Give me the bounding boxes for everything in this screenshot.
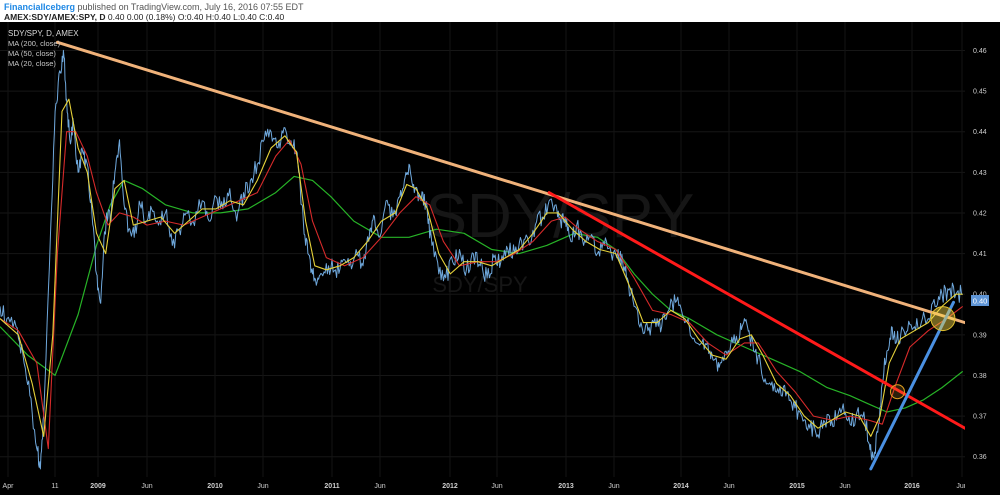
trendline-red[interactable] — [547, 191, 967, 430]
trendline-orange[interactable] — [55, 40, 967, 325]
x-tick-label: Apr — [3, 483, 15, 490]
y-tick-label: 0.36 — [973, 454, 987, 461]
publish-text: published on TradingView.com, July 16, 2… — [77, 2, 304, 12]
price-chart[interactable]: SDY/SPY SDY/SPY Apr 11 2009 Jun 2010 Jun 2011 J… — [0, 22, 1000, 495]
symbol-label: AMEX:SDY/AMEX:SPY, D — [4, 12, 106, 22]
x-tick-label: 2010 — [207, 483, 223, 490]
legend-ma-20[interactable]: MA (20, close) — [8, 59, 56, 68]
x-tick-label: 2013 — [558, 483, 574, 490]
y-axis[interactable] — [965, 22, 1000, 495]
chart-area[interactable]: SDY/SPY SDY/SPY Apr 11 2009 Jun 2010 Jun 2011 J… — [0, 22, 1000, 495]
series-price — [0, 49, 963, 470]
y-tick-label: 0.42 — [973, 210, 987, 217]
x-tick-label: 2014 — [673, 483, 689, 490]
x-tick-label: 2009 — [90, 483, 106, 490]
x-tick-label: Jun — [839, 483, 850, 490]
x-tick-label: 2016 — [904, 483, 920, 490]
symbol-info: AMEX:SDY/AMEX:SPY, D 0.40 0.00 (0.18%) O… — [4, 12, 284, 22]
legend-ma-50[interactable]: MA (50, close) — [8, 49, 56, 58]
price-tag: 0.40 — [971, 295, 989, 306]
x-tick-label: Jun — [141, 483, 152, 490]
watermark-symbol: SDY/SPY — [426, 182, 695, 251]
y-tick-label: 0.44 — [973, 129, 987, 136]
highlight-circle[interactable] — [930, 306, 956, 332]
x-tick-label: Jun — [723, 483, 734, 490]
watermark-symbol-small: SDY/SPY — [432, 272, 528, 297]
x-tick-label: 2011 — [324, 483, 339, 490]
highlight-circle[interactable] — [889, 384, 905, 400]
legend-ma-200[interactable]: MA (200, close) — [8, 39, 61, 48]
x-tick-label: 2015 — [789, 483, 805, 490]
publish-info: FinancialIceberg published on TradingVie… — [4, 2, 304, 12]
y-tick-label: 0.41 — [973, 251, 987, 258]
author-link[interactable]: FinancialIceberg — [4, 2, 76, 12]
y-tick-label: 0.37 — [973, 414, 987, 421]
series-ma50 — [0, 131, 964, 450]
y-tick-label: 0.38 — [973, 373, 987, 380]
x-axis[interactable] — [0, 477, 965, 495]
x-tick-label: Jun — [374, 483, 385, 490]
x-tick-label: Jun — [257, 483, 268, 490]
x-tick-label: Jun — [491, 483, 502, 490]
legend: SDY/SPY, D, AMEX MA (200, close) MA (50,… — [8, 29, 79, 68]
ohlc-values: 0.40 0.00 (0.18%) O:0.40 H:0.40 L:0.40 C… — [107, 12, 285, 22]
y-tick-label: 0.39 — [973, 332, 987, 339]
x-tick-label: 2012 — [442, 483, 458, 490]
legend-title: SDY/SPY, D, AMEX — [8, 29, 79, 38]
price-tag-label: 0.40 — [973, 297, 988, 306]
series-ma200 — [0, 175, 964, 413]
x-tick-label: 11 — [51, 483, 58, 490]
y-tick-label: 0.43 — [973, 170, 987, 177]
chart-header: FinancialIceberg published on TradingVie… — [0, 0, 1000, 22]
series-ma20 — [0, 98, 963, 437]
x-tick-label: Jun — [956, 483, 967, 490]
x-tick-label: Jun — [608, 483, 619, 490]
y-tick-label: 0.45 — [973, 89, 987, 96]
y-tick-label: 0.46 — [973, 48, 987, 55]
